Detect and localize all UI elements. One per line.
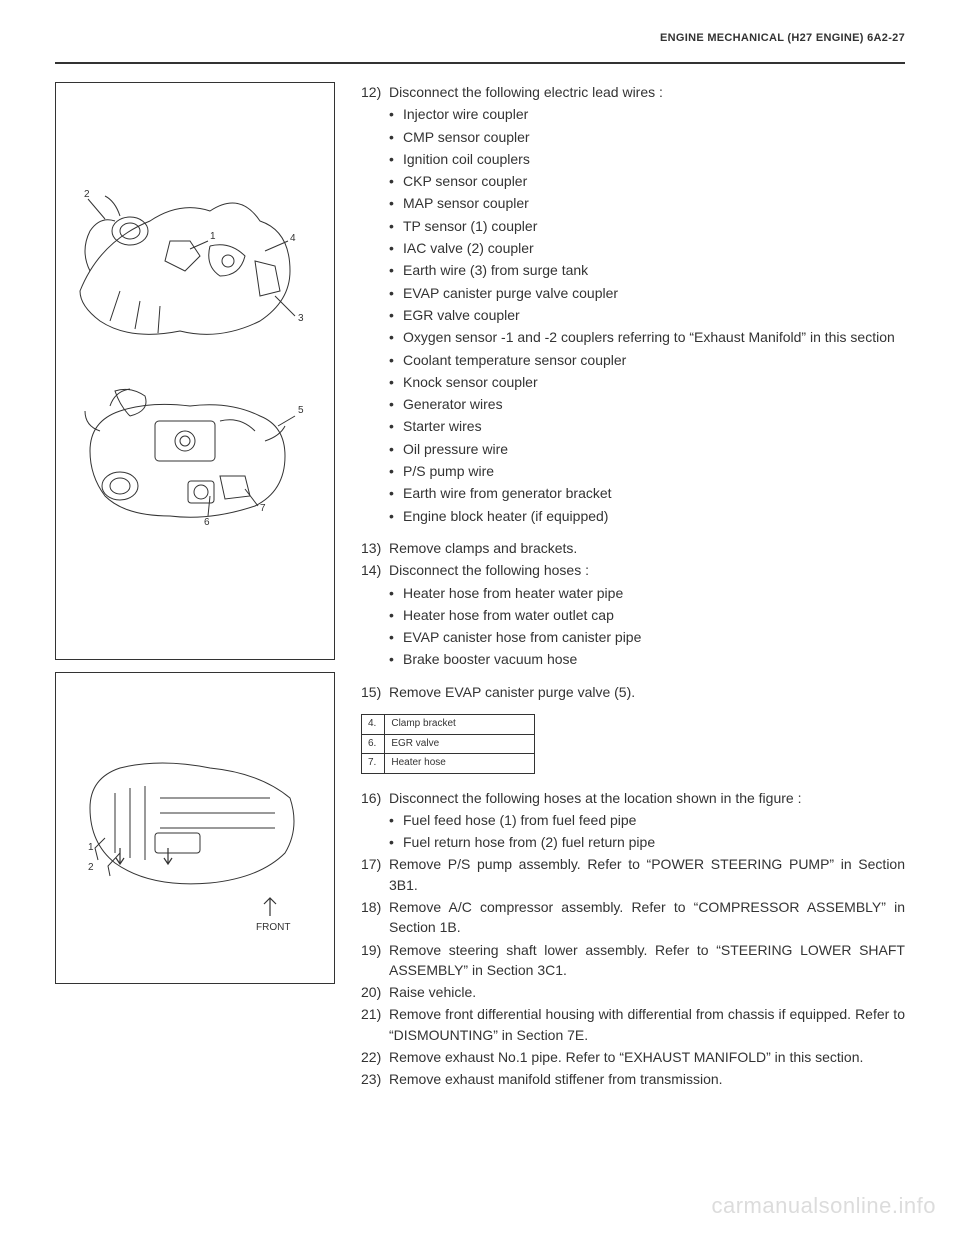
bullet: •Coolant temperature sensor coupler <box>389 350 905 370</box>
step-13-num: 13) <box>361 538 389 558</box>
table-row: 6.EGR valve <box>362 734 535 754</box>
step-23: 23) Remove exhaust manifold stiffener fr… <box>361 1069 905 1089</box>
step-17-num: 17) <box>361 854 389 895</box>
step-22-num: 22) <box>361 1047 389 1067</box>
step-20: 20) Raise vehicle. <box>361 982 905 1002</box>
bullet: •Oxygen sensor -1 and -2 couplers referr… <box>389 327 905 347</box>
step-18: 18) Remove A/C compressor assembly. Refe… <box>361 897 905 938</box>
figure-fuel-hoses: 1 2 FRONT <box>55 672 335 984</box>
step-19: 19) Remove steering shaft lower assembly… <box>361 940 905 981</box>
bullet: •Ignition coil couplers <box>389 149 905 169</box>
bullet: •Injector wire coupler <box>389 104 905 124</box>
step-16-num: 16) <box>361 788 389 808</box>
fig2-label-1: 1 <box>88 842 94 853</box>
bullet: •Knock sensor coupler <box>389 372 905 392</box>
bullet: •Generator wires <box>389 394 905 414</box>
table-row: 4.Clamp bracket <box>362 715 535 735</box>
step-18-num: 18) <box>361 897 389 938</box>
step-12: 12) Disconnect the following electric le… <box>361 82 905 102</box>
step-22-text: Remove exhaust No.1 pipe. Refer to “EXHA… <box>389 1047 905 1067</box>
bullet: •Earth wire from generator bracket <box>389 483 905 503</box>
bullet: •IAC valve (2) coupler <box>389 238 905 258</box>
step-12-num: 12) <box>361 82 389 102</box>
step-14-num: 14) <box>361 560 389 580</box>
step-14: 14) Disconnect the following hoses : <box>361 560 905 580</box>
bullet: •EGR valve coupler <box>389 305 905 325</box>
fig1-label-3: 3 <box>298 313 304 324</box>
fig2-label-2: 2 <box>88 862 94 873</box>
watermark: carmanualsonline.info <box>711 1193 936 1219</box>
step-16-text: Disconnect the following hoses at the lo… <box>389 788 905 808</box>
bullet: •Fuel feed hose (1) from fuel feed pipe <box>389 810 905 830</box>
bullet: •EVAP canister purge valve coupler <box>389 283 905 303</box>
bullet: •CMP sensor coupler <box>389 127 905 147</box>
step-21-num: 21) <box>361 1004 389 1045</box>
bullet: •Engine block heater (if equipped) <box>389 506 905 526</box>
header-rule <box>55 62 905 64</box>
step-20-text: Raise vehicle. <box>389 982 905 1002</box>
step-19-text: Remove steering shaft lower assembly. Re… <box>389 940 905 981</box>
fig1-label-4: 4 <box>290 233 296 244</box>
bullet: •MAP sensor coupler <box>389 193 905 213</box>
step-12-text: Disconnect the following electric lead w… <box>389 82 905 102</box>
step-17-text: Remove P/S pump assembly. Refer to “POWE… <box>389 854 905 895</box>
step-20-num: 20) <box>361 982 389 1002</box>
step-13-text: Remove clamps and brackets. <box>389 538 905 558</box>
fig1-label-6: 6 <box>204 517 210 528</box>
step-15-num: 15) <box>361 682 389 702</box>
legend-table: 4.Clamp bracket 6.EGR valve 7.Heater hos… <box>361 714 535 774</box>
bullet: •TP sensor (1) coupler <box>389 216 905 236</box>
bullet: •Brake booster vacuum hose <box>389 649 905 669</box>
bullet: •CKP sensor coupler <box>389 171 905 191</box>
step-19-num: 19) <box>361 940 389 981</box>
step-15: 15) Remove EVAP canister purge valve (5)… <box>361 682 905 702</box>
step-22: 22) Remove exhaust No.1 pipe. Refer to “… <box>361 1047 905 1067</box>
fig1-label-2: 2 <box>84 189 90 200</box>
bullet: •Heater hose from heater water pipe <box>389 583 905 603</box>
bullet: •Earth wire (3) from surge tank <box>389 260 905 280</box>
step-23-num: 23) <box>361 1069 389 1089</box>
step-14-text: Disconnect the following hoses : <box>389 560 905 580</box>
bullet: •Starter wires <box>389 416 905 436</box>
bullet: •P/S pump wire <box>389 461 905 481</box>
page-header: ENGINE MECHANICAL (H27 ENGINE) 6A2-27 <box>55 32 905 44</box>
figure-engine-top: 2 1 4 3 <box>55 82 335 660</box>
table-row: 7.Heater hose <box>362 754 535 774</box>
bullet: •Oil pressure wire <box>389 439 905 459</box>
step-16: 16) Disconnect the following hoses at th… <box>361 788 905 808</box>
bullet: •Fuel return hose from (2) fuel return p… <box>389 832 905 852</box>
step-23-text: Remove exhaust manifold stiffener from t… <box>389 1069 905 1089</box>
step-21: 21) Remove front differential housing wi… <box>361 1004 905 1045</box>
fig1-label-1: 1 <box>210 231 216 242</box>
fig1-label-7: 7 <box>260 503 266 514</box>
step-18-text: Remove A/C compressor assembly. Refer to… <box>389 897 905 938</box>
fig2-label-front: FRONT <box>256 922 290 933</box>
step-17: 17) Remove P/S pump assembly. Refer to “… <box>361 854 905 895</box>
bullet: •EVAP canister hose from canister pipe <box>389 627 905 647</box>
fig1-label-5: 5 <box>298 405 304 416</box>
bullet: •Heater hose from water outlet cap <box>389 605 905 625</box>
step-15-text: Remove EVAP canister purge valve (5). <box>389 682 905 702</box>
step-21-text: Remove front differential housing with d… <box>389 1004 905 1045</box>
step-13: 13) Remove clamps and brackets. <box>361 538 905 558</box>
